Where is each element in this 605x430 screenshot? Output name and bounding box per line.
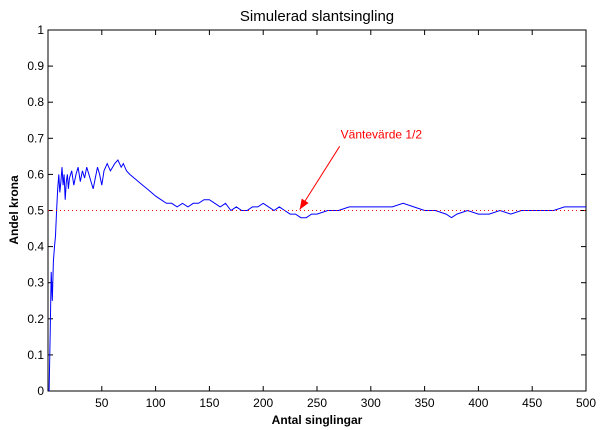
annotation-layer: Väntevärde 1/2 bbox=[299, 127, 423, 210]
x-tick-label: 450 bbox=[522, 396, 542, 410]
y-tick-label: 0.4 bbox=[27, 240, 44, 254]
chart-title: Simulerad slantsingling bbox=[240, 8, 394, 25]
y-tick-label: 0.5 bbox=[27, 204, 44, 218]
x-tick-label: 250 bbox=[307, 396, 327, 410]
y-tick-label: 1 bbox=[37, 23, 44, 37]
x-tick-label: 50 bbox=[95, 396, 109, 410]
y-axis-label: Andel krona bbox=[7, 175, 21, 245]
x-tick-label: 150 bbox=[199, 396, 219, 410]
annotation-arrow-line bbox=[299, 146, 341, 210]
x-tick-label: 500 bbox=[576, 396, 596, 410]
y-tick-label: 0.9 bbox=[27, 59, 44, 73]
y-tick-label: 0.3 bbox=[27, 276, 44, 290]
x-tick-label: 400 bbox=[468, 396, 488, 410]
x-axis-label: Antal singlingar bbox=[272, 413, 363, 427]
x-tick-label: 300 bbox=[361, 396, 381, 410]
y-axis-ticks: 0 0.1 0.2 0.3 0.4 0.5 0.6 0.7 0.8 0.9 1 bbox=[27, 23, 586, 398]
x-tick-label: 350 bbox=[415, 396, 435, 410]
proportion-line bbox=[48, 159, 586, 391]
x-axis-ticks: 50 100 150 200 250 300 350 400 450 500 bbox=[95, 30, 596, 410]
annotation-arrowhead bbox=[299, 198, 309, 210]
series-layer bbox=[48, 159, 586, 391]
y-tick-label: 0.8 bbox=[27, 95, 44, 109]
y-tick-label: 0.6 bbox=[27, 167, 44, 181]
y-tick-label: 0 bbox=[37, 384, 44, 398]
annotation-label: Väntevärde 1/2 bbox=[341, 127, 423, 141]
y-tick-label: 0.1 bbox=[27, 348, 44, 362]
y-tick-label: 0.7 bbox=[27, 131, 44, 145]
x-tick-label: 200 bbox=[253, 396, 273, 410]
y-tick-label: 0.2 bbox=[27, 312, 44, 326]
x-tick-label: 100 bbox=[146, 396, 166, 410]
